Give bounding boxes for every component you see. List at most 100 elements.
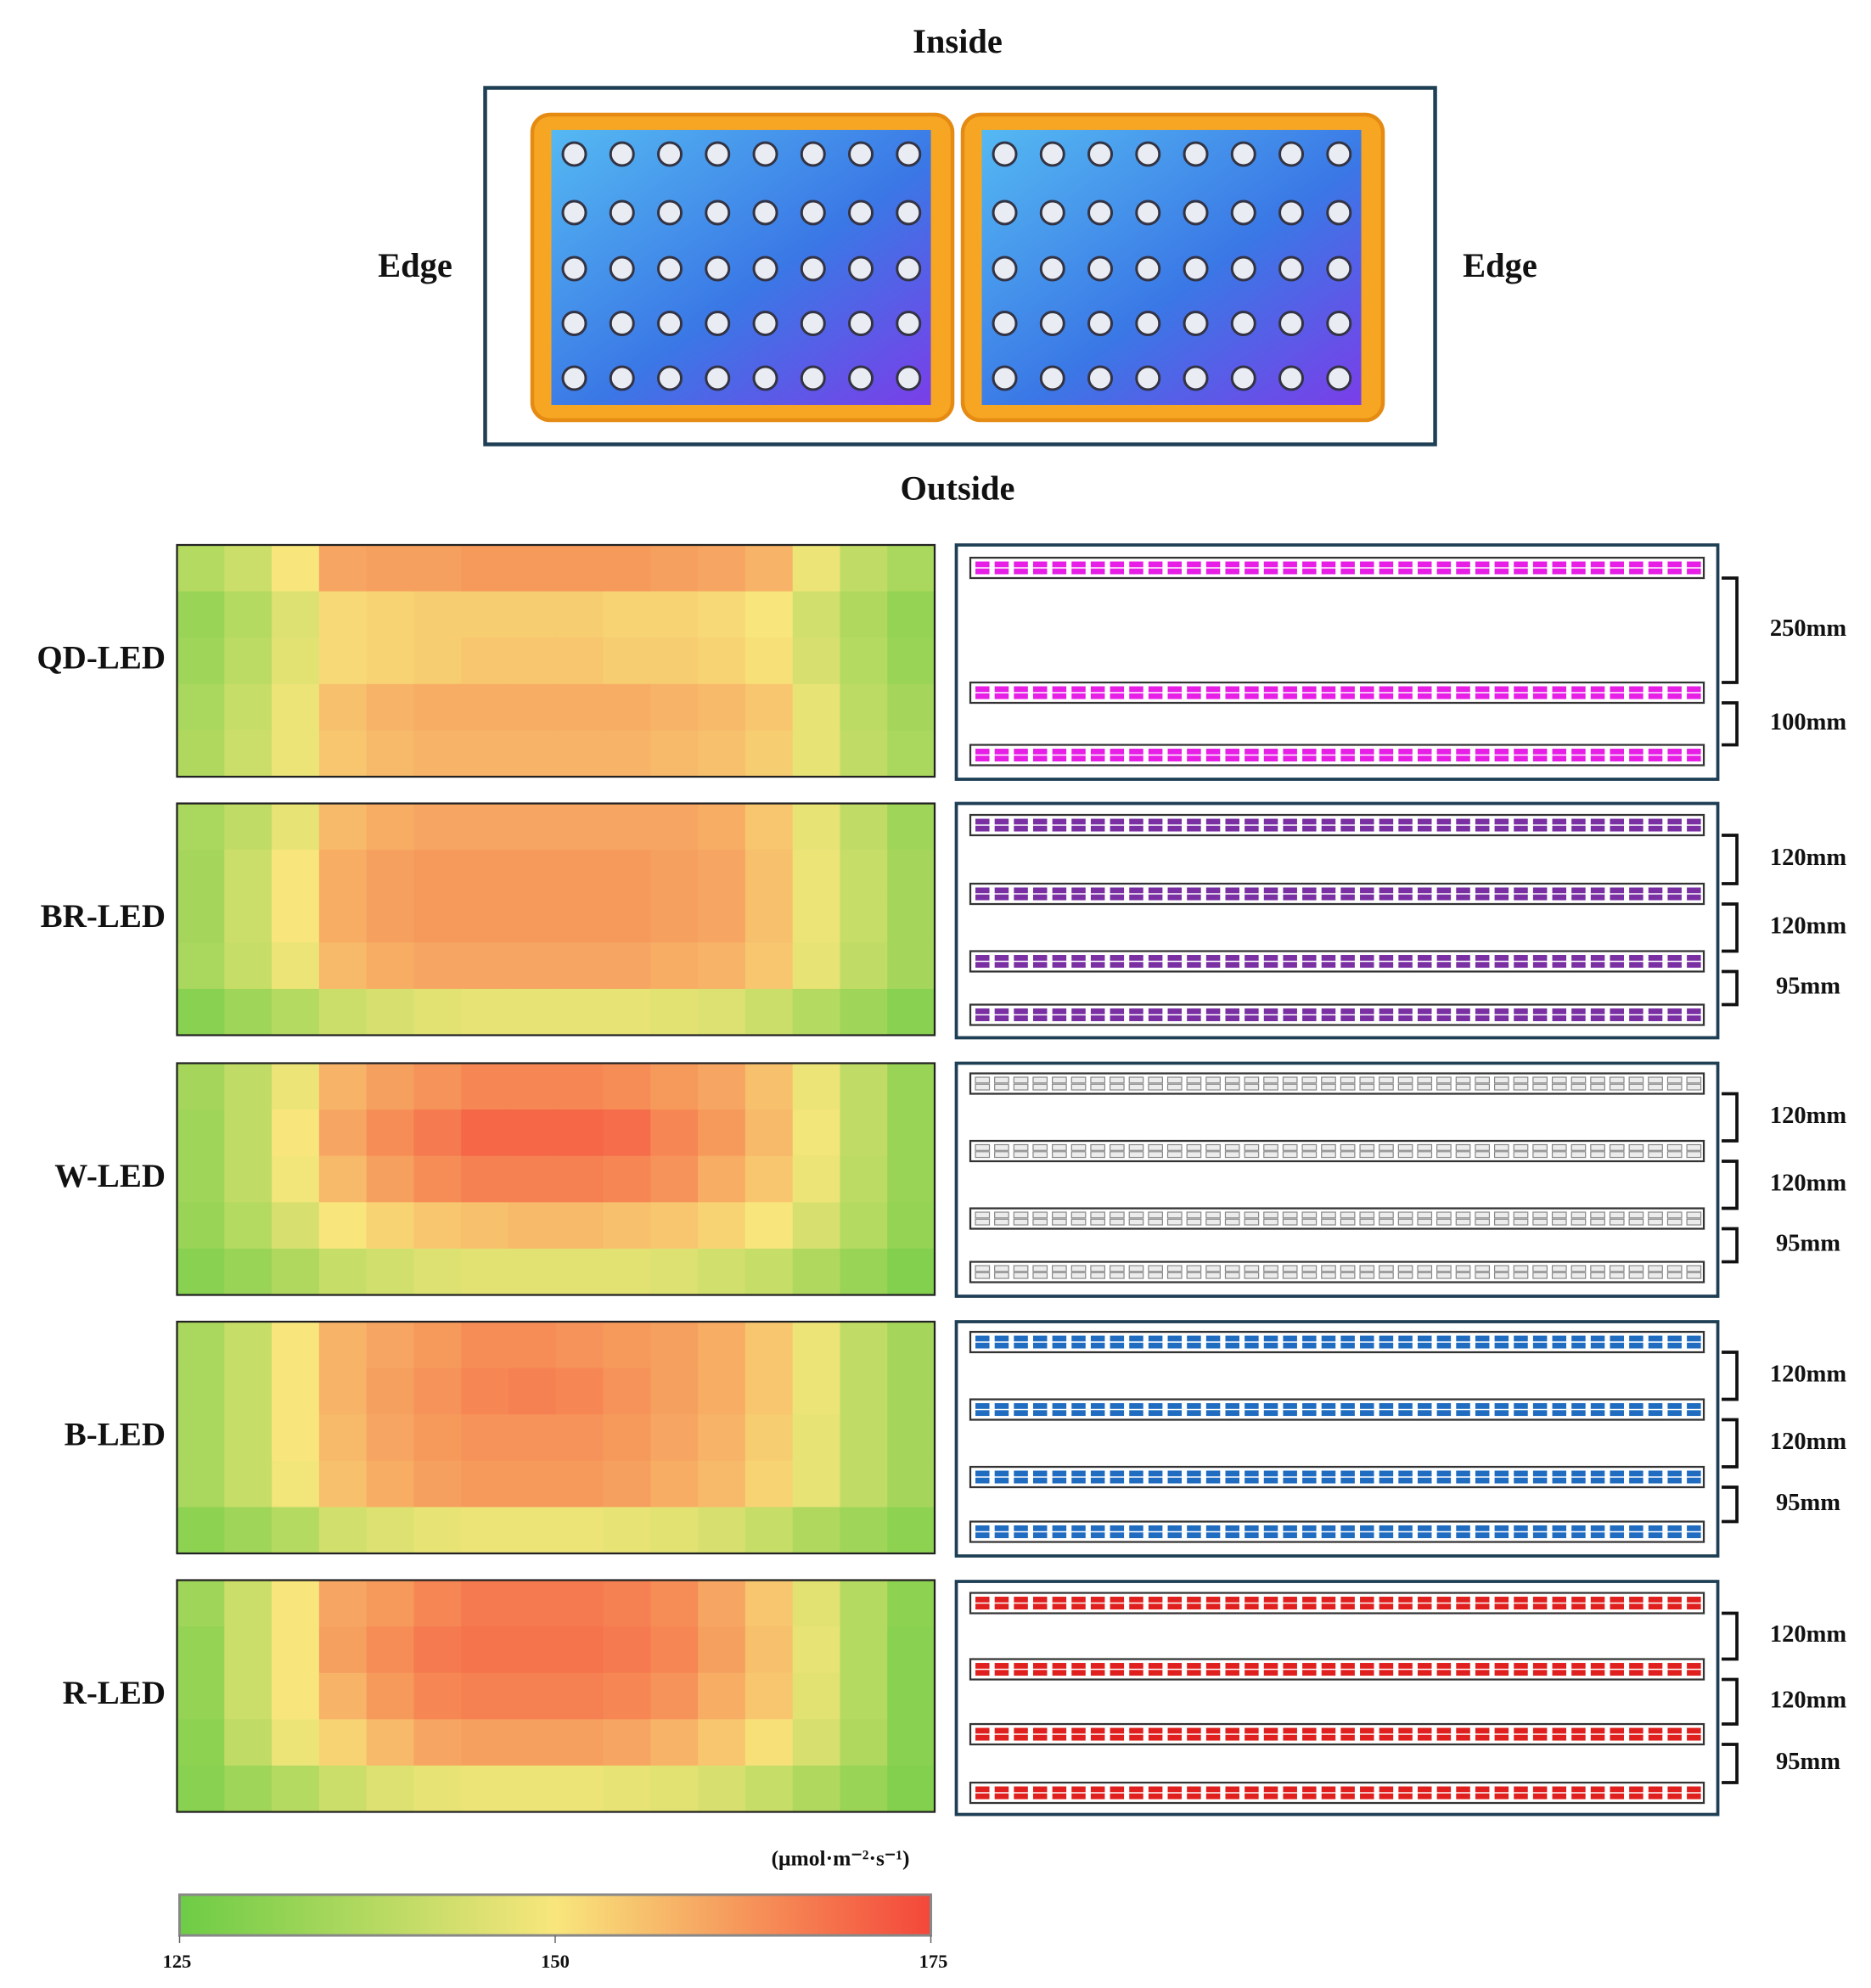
led: [975, 1477, 990, 1484]
heat-cell: [366, 1109, 415, 1157]
heat-cell: [461, 591, 509, 638]
led: [1321, 962, 1336, 969]
led: [1071, 1477, 1086, 1484]
led: [1032, 1403, 1048, 1409]
led: [1090, 1727, 1105, 1734]
led: [1513, 1218, 1529, 1226]
led: [1283, 894, 1297, 901]
led: [1514, 1015, 1528, 1022]
led: [1090, 955, 1105, 961]
led: [1110, 1786, 1125, 1793]
led: [1245, 1477, 1259, 1484]
heat-cell: [413, 1460, 462, 1508]
led: [1205, 1151, 1221, 1159]
plate: [551, 130, 931, 406]
led: [1205, 693, 1221, 699]
led: [1148, 818, 1163, 825]
hole: [705, 311, 731, 337]
led: [1148, 825, 1163, 832]
led: [1071, 1470, 1086, 1477]
led: [1225, 568, 1239, 575]
heat-cell: [840, 850, 888, 897]
led: [1052, 1218, 1067, 1226]
led: [1570, 1272, 1587, 1279]
led: [1283, 1342, 1297, 1349]
led: [1283, 755, 1297, 762]
led: [1167, 1403, 1183, 1409]
heat-cell: [318, 1367, 368, 1415]
led: [1090, 1603, 1105, 1610]
led: [1398, 1597, 1413, 1603]
heat-cell: [177, 683, 225, 732]
led: [994, 887, 1009, 894]
led: [1148, 955, 1163, 961]
led: [1070, 1143, 1087, 1151]
led: [1071, 1786, 1086, 1793]
led: [1245, 1670, 1259, 1676]
heat-cell: [744, 1765, 794, 1813]
led: [1397, 1151, 1413, 1159]
led: [1013, 1083, 1029, 1091]
led: [1475, 1218, 1491, 1226]
led: [1263, 1786, 1278, 1793]
led: [1648, 818, 1663, 825]
heat-cell: [413, 803, 462, 851]
heat-cell: [177, 1580, 225, 1627]
led: [1148, 1727, 1163, 1734]
led: [1379, 1597, 1394, 1603]
led: [1090, 1477, 1105, 1484]
heat-cell: [177, 988, 225, 1036]
led: [1436, 1410, 1452, 1417]
led: [1263, 1015, 1278, 1022]
led: [1475, 749, 1490, 755]
led: [1205, 962, 1221, 969]
led: [1263, 686, 1278, 693]
led: [1205, 1076, 1221, 1084]
led: [994, 686, 1009, 693]
led: [1090, 1265, 1106, 1272]
led: [1687, 1793, 1701, 1800]
led: [1052, 1734, 1067, 1741]
led: [1610, 1410, 1624, 1417]
led: [1687, 1663, 1701, 1669]
heat-cell: [887, 1765, 936, 1813]
led: [1148, 1410, 1163, 1417]
led: [1417, 1603, 1432, 1610]
led: [1245, 1470, 1259, 1477]
led: [1359, 1272, 1375, 1279]
spacing-bracket: [1722, 1418, 1739, 1469]
hole: [657, 141, 683, 167]
heat-cell: [698, 1367, 746, 1415]
hole: [800, 311, 826, 337]
heat-cell: [318, 591, 368, 638]
heat-cell: [650, 1248, 699, 1296]
led: [1359, 1143, 1375, 1151]
led: [1110, 1532, 1125, 1539]
led: [1436, 1727, 1452, 1734]
heat-cell: [413, 730, 462, 778]
led: [1109, 1083, 1125, 1091]
heat-cell: [461, 1672, 509, 1720]
led: [1456, 1525, 1470, 1531]
led: [975, 686, 990, 693]
led: [1302, 1727, 1317, 1734]
heat-cell: [366, 942, 415, 990]
led: [1225, 1008, 1239, 1014]
led: [1148, 1342, 1163, 1349]
led: [1014, 693, 1028, 699]
heat-cell: [650, 683, 699, 732]
heat-cell: [792, 1248, 841, 1296]
led: [1205, 1272, 1221, 1279]
hole: [561, 311, 587, 337]
led: [1571, 749, 1586, 755]
led-strip: [969, 1520, 1705, 1543]
led: [1417, 1597, 1432, 1603]
led: [1610, 749, 1624, 755]
led: [1187, 1793, 1201, 1800]
led: [1090, 686, 1105, 693]
led: [1628, 1211, 1644, 1219]
heat-cell: [413, 1672, 462, 1720]
led: [1590, 1272, 1605, 1279]
led: [1340, 1076, 1356, 1084]
led: [1109, 1143, 1125, 1151]
